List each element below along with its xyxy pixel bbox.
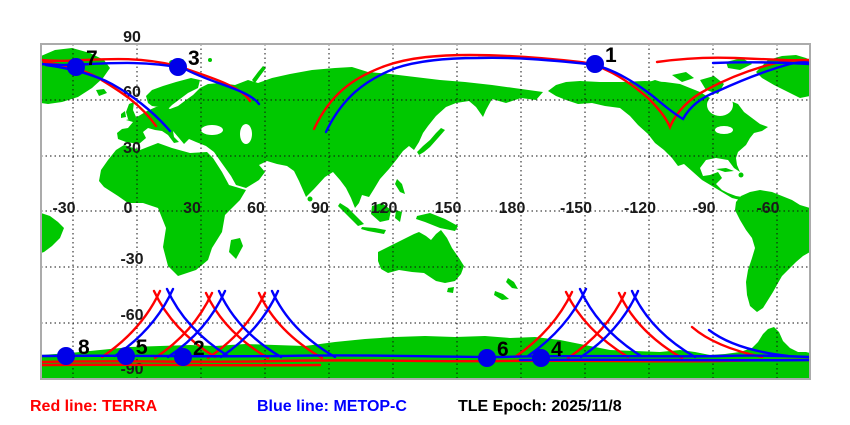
longitude-labels: -30 0 30 60 90 120 150 180 -150 -120 -90… [52,200,779,217]
landmass-japan [417,128,445,155]
landmass-new-guinea [416,213,458,231]
pass-marker-dot [117,347,135,365]
great-lakes [715,126,733,134]
lat-tick: 90 [123,29,141,46]
pass-marker-dot [586,55,604,73]
landmass-sumatra [338,203,364,226]
landmass-tasmania [447,287,454,293]
hudson-bay [707,94,733,116]
landmass-ireland [121,111,126,118]
landmass-borneo [371,203,391,222]
lat-tick: -30 [120,251,143,268]
caspian-sea [240,124,252,144]
landmass-nz-south [494,291,509,300]
pass-marker-dot [532,349,550,367]
pass-marker-label: 4 [551,338,563,361]
pass-marker-label: 6 [497,338,509,361]
pass-marker-dot [478,349,496,367]
lon-tick: -60 [756,200,779,217]
lon-tick: -120 [624,200,656,217]
landmass-eurasia [117,67,543,208]
legend-terra: Red line: TERRA [30,398,158,415]
landmass-nz-north [506,278,518,289]
pass-marker-label: 3 [188,47,200,70]
lon-tick: 30 [183,200,201,217]
landmass-brazil-east-tip [41,213,64,253]
landmass-ellesmere [726,58,752,70]
landmass-antarctica [41,327,810,378]
pass-marker-label: 1 [605,44,617,67]
lat-tick: 30 [123,140,141,157]
metopc-ground-track [41,56,810,362]
landmass-victoria-island [640,80,668,92]
landmass-scandinavia [146,78,200,111]
pass-marker-dot [174,348,192,366]
lon-tick: -90 [692,200,715,217]
landmass-philippines [395,179,405,194]
landmass-sulawesi [395,210,402,222]
landmass-africa [99,143,246,276]
lon-tick: 180 [499,200,526,217]
lon-tick: 120 [371,200,398,217]
pass-marker-label: 7 [86,47,98,70]
landmass-iceland [96,89,107,96]
pass-marker-numbers: 1 2 3 4 5 6 7 8 [78,44,617,361]
legend-epoch: TLE Epoch: 2025/11/8 [458,398,622,415]
landmass-madagascar [229,238,243,259]
lat-tick: -60 [120,307,143,324]
map-border [40,43,811,380]
landmass-south-america [735,190,810,312]
lon-tick: -150 [560,200,592,217]
lon-tick: 150 [435,200,462,217]
pass-markers [57,55,604,367]
pass-marker-dot [67,58,85,76]
landmass-java [361,227,386,234]
lon-tick: 0 [124,200,133,217]
pass-marker-dot [57,347,75,365]
landmass-sri-lanka [307,196,313,202]
landmass-arctic-island [672,72,694,82]
legend-metopc: Blue line: METOP-C [257,398,407,415]
landmass-novaya-zemlya [252,66,266,83]
landmass-greenland-west [41,48,110,104]
pass-marker-label: 5 [136,336,148,359]
pass-marker-dot [169,58,187,76]
lon-tick: 60 [247,200,265,217]
lon-tick: 90 [311,200,329,217]
lon-tick: -30 [52,200,75,217]
graticule [41,44,810,379]
pass-marker-label: 2 [193,337,205,360]
pass-marker-label: 8 [78,336,90,359]
black-sea [201,125,223,135]
legend: Red line: TERRA Blue line: METOP-C TLE E… [30,398,622,415]
landmass-hispaniola [738,172,744,178]
landmass-australia [378,230,464,283]
landmass-britain [126,102,136,121]
landmass-franz-josef [208,58,212,62]
landmass-cuba [716,168,734,172]
